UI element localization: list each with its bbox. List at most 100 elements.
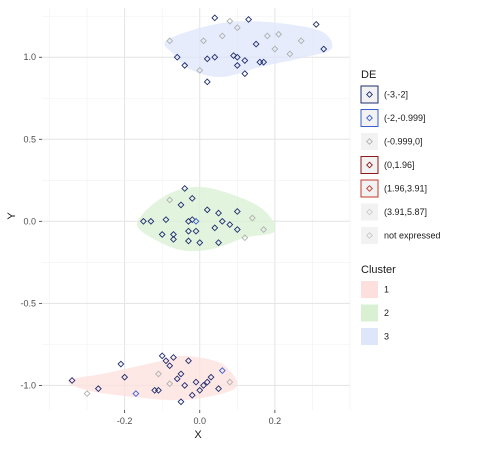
- data-point-cluster-3: [181, 61, 189, 69]
- data-point-cluster-1: [117, 360, 125, 368]
- data-point-cluster-3: [263, 32, 271, 40]
- data-point-cluster-1: [132, 390, 140, 398]
- data-point-cluster-3: [312, 20, 320, 28]
- data-point-cluster-2: [233, 226, 241, 233]
- data-point-cluster-1: [185, 357, 192, 365]
- data-point-cluster-1: [203, 378, 211, 386]
- y-tick-label: 0.5: [23, 134, 36, 144]
- legend-de-key: [361, 203, 378, 221]
- legend-de-key: [360, 109, 379, 127]
- data-point-cluster-2: [177, 201, 185, 209]
- data-point-cluster-2: [170, 235, 177, 243]
- data-point-cluster-2: [147, 217, 155, 225]
- data-point-cluster-2: [215, 209, 222, 217]
- data-point-cluster-2: [226, 221, 234, 229]
- data-point-cluster-2: [192, 217, 200, 225]
- legend-de-key-diamond: [366, 208, 373, 216]
- y-axis-title: Y: [6, 212, 18, 220]
- data-point-cluster-1: [155, 370, 162, 378]
- data-point-cluster-1: [177, 370, 185, 378]
- data-point-cluster-3: [173, 53, 181, 61]
- data-point-cluster-1: [68, 377, 76, 384]
- data-point-cluster-3: [218, 32, 226, 40]
- legend-de-key-diamond: [366, 161, 373, 169]
- y-tick-label: -1.0: [20, 380, 36, 390]
- data-point-cluster-2: [196, 239, 204, 247]
- legend-cluster-label: 3: [384, 332, 389, 342]
- data-point-cluster-3: [230, 52, 237, 60]
- data-point-cluster-2: [248, 214, 256, 222]
- data-point-cluster-3: [241, 57, 249, 64]
- cluster-3-hull: [164, 21, 333, 77]
- legend-de-key: [360, 85, 379, 104]
- data-point-cluster-2: [166, 196, 174, 204]
- data-point-cluster-3: [260, 58, 268, 66]
- legend-de-label: (0,1.96]: [384, 160, 415, 170]
- data-point-cluster-1: [173, 375, 181, 383]
- data-point-cluster-2: [185, 237, 192, 245]
- data-point-cluster-1: [215, 385, 222, 393]
- data-point-cluster-1: [192, 378, 200, 386]
- data-point-cluster-1: [170, 354, 177, 361]
- legend-cluster-key: [361, 304, 378, 322]
- legend-cluster-label: 1: [384, 285, 389, 295]
- legend-de-label: (-2,-0.999]: [384, 113, 426, 123]
- data-point-cluster-2: [260, 226, 268, 233]
- legend-de-key-diamond: [366, 232, 373, 239]
- legend-de-key: [360, 179, 379, 198]
- data-point-cluster-3: [233, 61, 241, 69]
- data-point-cluster-1: [83, 390, 91, 398]
- data-point-cluster-3: [241, 70, 249, 78]
- data-point-cluster-3: [203, 78, 211, 86]
- data-point-cluster-3: [226, 17, 234, 25]
- data-point-cluster-3: [271, 45, 279, 53]
- data-point-cluster-3: [275, 30, 283, 38]
- data-point-cluster-3: [320, 45, 328, 53]
- legend-de-key-diamond: [366, 185, 373, 192]
- data-point-cluster-2: [170, 230, 177, 238]
- x-tick-label: 0.0: [193, 416, 206, 426]
- data-point-cluster-1: [155, 386, 162, 394]
- data-point-cluster-1: [200, 381, 207, 389]
- data-point-cluster-3: [200, 37, 207, 45]
- data-point-cluster-1: [181, 381, 189, 389]
- data-point-cluster-3: [166, 37, 174, 45]
- data-point-cluster-1: [121, 373, 129, 381]
- legend-de-label: (3.91,5.87]: [384, 207, 427, 217]
- data-point-cluster-1: [218, 367, 226, 375]
- data-point-cluster-2: [162, 216, 170, 224]
- data-point-cluster-2: [188, 216, 196, 224]
- data-point-cluster-2: [192, 227, 200, 235]
- data-point-cluster-2: [188, 194, 196, 202]
- legend-de-key: [360, 156, 379, 174]
- data-points: [68, 14, 328, 406]
- data-point-cluster-3: [286, 50, 294, 58]
- data-point-cluster-3: [297, 37, 305, 45]
- legend-de-key: [361, 227, 378, 244]
- data-point-cluster-2: [158, 230, 166, 238]
- cluster-1-hull: [67, 355, 238, 401]
- x-tick-label: 0.2: [269, 416, 282, 426]
- legend-de-label: (-0.999,0]: [384, 137, 423, 147]
- data-point-cluster-2: [211, 224, 219, 232]
- data-point-cluster-1: [188, 391, 196, 399]
- data-point-cluster-1: [207, 373, 215, 381]
- legend-de-label: (-3,-2]: [384, 90, 408, 100]
- data-point-cluster-3: [233, 53, 241, 61]
- data-point-cluster-1: [94, 385, 102, 393]
- data-point-cluster-2: [241, 234, 249, 242]
- data-point-cluster-2: [218, 217, 226, 225]
- data-point-cluster-3: [211, 14, 219, 22]
- data-point-cluster-3: [196, 66, 204, 74]
- legend-cluster-title: Cluster: [361, 264, 396, 276]
- y-tick-label: -0.5: [20, 298, 36, 308]
- legend-de-label: not expressed: [384, 231, 441, 241]
- data-point-cluster-2: [181, 185, 189, 192]
- data-point-cluster-1: [177, 398, 185, 406]
- legend-de-title: DE: [361, 69, 376, 81]
- legend-de-key: [361, 133, 378, 150]
- legend-de-key-diamond: [366, 114, 373, 122]
- y-tick-label: 1.0: [23, 52, 36, 62]
- legend-cluster-key: [361, 281, 378, 298]
